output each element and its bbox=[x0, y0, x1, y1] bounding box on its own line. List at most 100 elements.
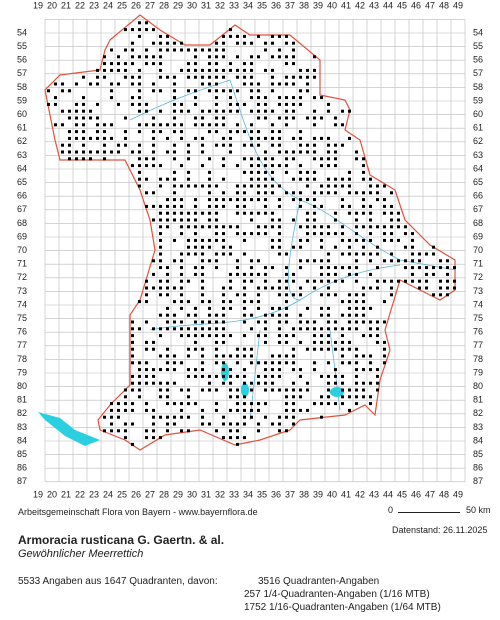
dot bbox=[229, 150, 232, 154]
dot bbox=[201, 354, 204, 358]
dot bbox=[180, 211, 183, 215]
dot bbox=[159, 177, 162, 181]
dot bbox=[369, 327, 372, 331]
dot bbox=[194, 184, 197, 188]
dot bbox=[194, 102, 197, 106]
dot bbox=[453, 279, 456, 283]
dot bbox=[173, 361, 176, 365]
dot bbox=[243, 130, 246, 134]
dot bbox=[145, 62, 148, 66]
dot bbox=[215, 82, 218, 86]
dot bbox=[166, 361, 169, 365]
dot bbox=[327, 340, 330, 344]
dot bbox=[250, 136, 253, 140]
dot bbox=[327, 286, 330, 290]
dot bbox=[180, 41, 183, 45]
dot bbox=[110, 150, 113, 154]
dot bbox=[348, 361, 351, 365]
dot bbox=[348, 184, 351, 188]
dot bbox=[299, 320, 302, 324]
column-label: 27 bbox=[145, 0, 155, 10]
dot bbox=[131, 340, 134, 344]
dot bbox=[159, 184, 162, 188]
dot bbox=[187, 313, 190, 317]
dot bbox=[299, 204, 302, 208]
dot bbox=[138, 164, 141, 168]
dot bbox=[278, 327, 281, 331]
dot bbox=[96, 123, 99, 127]
dot bbox=[285, 402, 288, 406]
dot bbox=[159, 48, 162, 52]
dot bbox=[313, 198, 316, 202]
dot bbox=[390, 211, 393, 215]
dot bbox=[159, 68, 162, 72]
dot bbox=[166, 266, 169, 270]
dot bbox=[208, 320, 211, 324]
dot bbox=[341, 232, 344, 236]
dot bbox=[180, 415, 183, 419]
dot bbox=[278, 232, 281, 236]
dot bbox=[264, 116, 267, 120]
dot bbox=[320, 191, 323, 195]
dot bbox=[117, 82, 120, 86]
dot bbox=[327, 266, 330, 270]
dot bbox=[180, 306, 183, 310]
dot bbox=[229, 286, 232, 290]
dot bbox=[166, 211, 169, 215]
dot bbox=[383, 238, 386, 242]
dot bbox=[82, 143, 85, 147]
dot bbox=[327, 313, 330, 317]
dot bbox=[348, 320, 351, 324]
dot bbox=[306, 225, 309, 229]
dot bbox=[145, 340, 148, 344]
row-label: 73 bbox=[17, 286, 27, 296]
dot bbox=[131, 334, 134, 338]
dot bbox=[320, 259, 323, 263]
dot bbox=[131, 150, 134, 154]
dot bbox=[271, 361, 274, 365]
dot bbox=[222, 320, 225, 324]
dot bbox=[383, 361, 386, 365]
dot bbox=[369, 259, 372, 263]
dot bbox=[236, 225, 239, 229]
dot bbox=[180, 252, 183, 256]
dot bbox=[271, 238, 274, 242]
dot bbox=[222, 293, 225, 297]
dot bbox=[159, 164, 162, 168]
dot bbox=[306, 198, 309, 202]
dot bbox=[257, 177, 260, 181]
dot bbox=[334, 327, 337, 331]
dot bbox=[180, 218, 183, 222]
dot bbox=[404, 266, 407, 270]
dot bbox=[250, 177, 253, 181]
dot bbox=[292, 82, 295, 86]
dot bbox=[222, 313, 225, 317]
dot bbox=[187, 89, 190, 93]
dot bbox=[180, 279, 183, 283]
dot bbox=[278, 218, 281, 222]
dot bbox=[166, 75, 169, 79]
row-label: 87 bbox=[17, 476, 27, 486]
dot bbox=[89, 136, 92, 140]
dot bbox=[236, 232, 239, 236]
column-label: 44 bbox=[383, 489, 393, 499]
dot bbox=[299, 327, 302, 331]
dot bbox=[341, 340, 344, 344]
dot bbox=[236, 204, 239, 208]
column-label: 46 bbox=[411, 489, 421, 499]
dot bbox=[152, 136, 155, 140]
dot bbox=[215, 252, 218, 256]
dot bbox=[82, 102, 85, 106]
dot bbox=[187, 170, 190, 174]
dot bbox=[278, 198, 281, 202]
dot bbox=[187, 395, 190, 399]
dot bbox=[173, 89, 176, 93]
dot bbox=[215, 313, 218, 317]
dot bbox=[362, 300, 365, 304]
dot bbox=[236, 109, 239, 113]
dot bbox=[131, 408, 134, 412]
dot bbox=[187, 225, 190, 229]
dot bbox=[320, 402, 323, 406]
dot bbox=[124, 429, 127, 433]
dot bbox=[278, 34, 281, 38]
